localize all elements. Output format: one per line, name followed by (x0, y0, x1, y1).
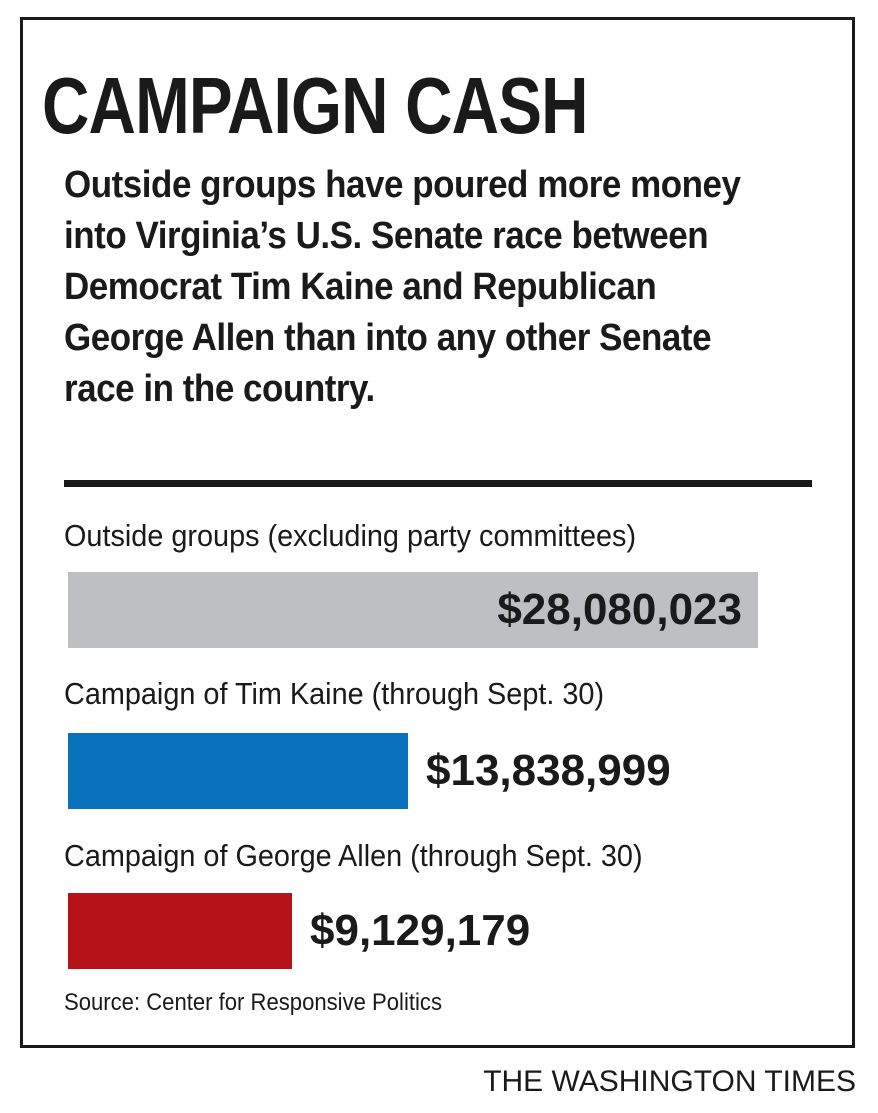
chart-subtitle: Outside groups have poured more money in… (64, 164, 741, 410)
bar (68, 733, 408, 809)
graphic-frame (20, 17, 855, 1048)
bar-value-label: $28,080,023 (497, 585, 742, 634)
publisher-credit: THE WASHINGTON TIMES (483, 1065, 856, 1098)
bar (68, 893, 292, 969)
bar-value-label: $9,129,179 (310, 906, 531, 955)
bar (68, 572, 758, 648)
chart-title: CAMPAIGN CASH (42, 61, 589, 150)
divider-rule (64, 480, 812, 487)
bar-category-label: Campaign of Tim Kaine (through Sept. 30) (64, 676, 605, 711)
source-note: Source: Center for Responsive Politics (64, 989, 442, 1016)
bar-category-label: Campaign of George Allen (through Sept. … (64, 838, 643, 873)
bar-category-label: Outside groups (excluding party committe… (64, 518, 637, 553)
bar-value-label: $13,838,999 (426, 746, 671, 795)
